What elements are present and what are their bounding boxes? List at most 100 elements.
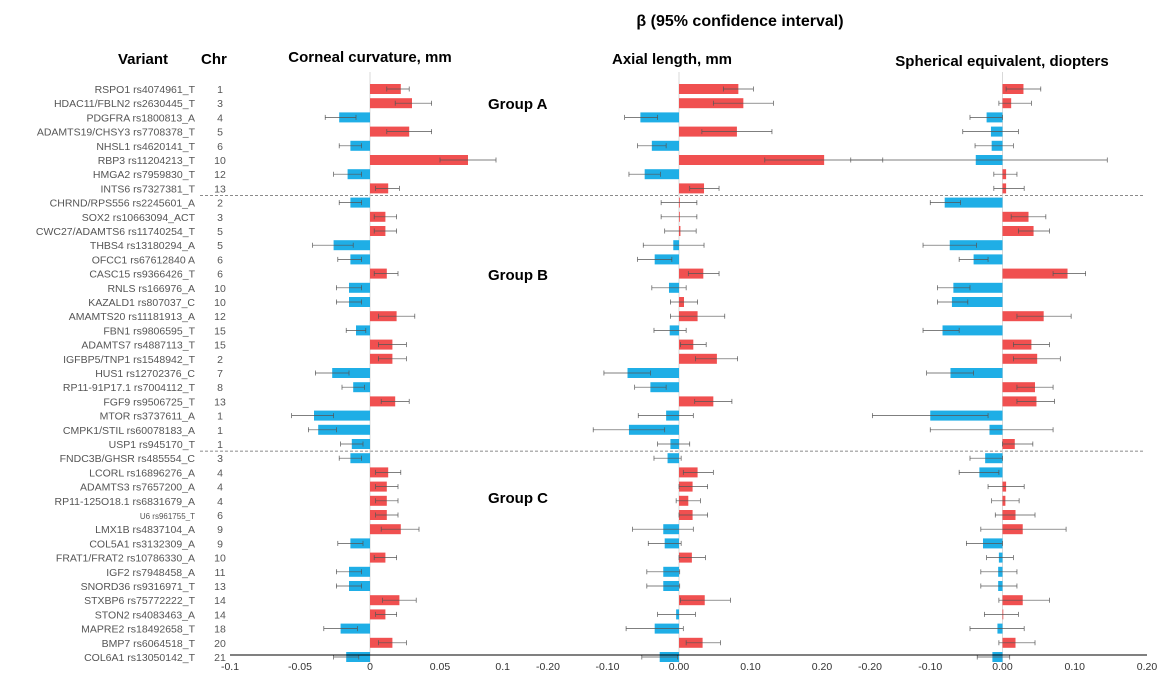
variant-label: HDAC11/FBLN2 rs2630445_T <box>54 98 196 110</box>
chr-label: 3 <box>217 453 223 465</box>
beta-bar <box>332 368 370 378</box>
chr-label: 4 <box>217 482 223 494</box>
beta-bar <box>640 112 679 123</box>
chr-label: 18 <box>214 624 226 636</box>
chr-column-header: Chr <box>201 51 227 68</box>
x-tick-label: -0.20 <box>858 661 882 673</box>
variant-label: COL6A1 rs13050142_T <box>84 652 195 664</box>
chr-label: 6 <box>217 510 223 522</box>
x-tick-label: -0.10 <box>918 661 942 673</box>
chr-label: 6 <box>217 269 223 281</box>
chr-label: 4 <box>217 467 223 479</box>
variant-label: CHRND/RPS556 rs2245601_A <box>50 198 195 210</box>
chr-label: 21 <box>214 652 226 664</box>
beta-bar <box>318 424 370 435</box>
beta-bar <box>644 169 679 180</box>
x-tick-label: -0.1 <box>221 661 239 673</box>
variant-label: HUS1 rs12702376_C <box>95 368 195 380</box>
chr-label: 14 <box>214 609 226 621</box>
variant-label: RSPO1 rs4074961_T <box>95 84 196 96</box>
variant-label: IGF2 rs7948458_A <box>106 567 195 579</box>
beta-bar <box>627 368 679 378</box>
chr-label: 2 <box>217 354 223 366</box>
variant-label: FRAT1/FRAT2 rs10786330_A <box>56 553 195 565</box>
x-tick-label: -0.20 <box>536 661 560 673</box>
x-tick-label: -0.10 <box>596 661 620 673</box>
variant-label: CWC27/ADAMTS6 rs11740254_T <box>36 226 196 238</box>
chr-label: 3 <box>217 98 223 110</box>
variant-label: LMX1B rs4837104_A <box>95 524 195 536</box>
beta-bar <box>679 155 825 165</box>
variant-label: STXBP6 rs75772222_T <box>84 595 195 607</box>
panel-title-corneal: Corneal curvature, mm <box>288 49 451 66</box>
x-tick-label: 0.00 <box>992 661 1013 673</box>
group-label-b: Group B <box>488 267 548 284</box>
chr-label: 15 <box>214 325 226 337</box>
variant-label: ADAMTS7 rs4887113_T <box>81 340 195 352</box>
variant-label: SNORD36 rs9316971_T <box>81 581 196 593</box>
chr-label: 4 <box>217 112 223 124</box>
chr-label: 12 <box>214 311 226 323</box>
x-tick-label: 0.10 <box>740 661 761 673</box>
chr-label: 2 <box>217 198 223 210</box>
variant-label: CMPK1/STIL rs60078183_A <box>63 425 195 437</box>
variant-label: RBP3 rs11204213_T <box>98 155 196 167</box>
x-tick-label: -0.05 <box>288 661 312 673</box>
variant-label: IGFBP5/TNP1 rs1548942_T <box>63 354 195 366</box>
chr-label: 3 <box>217 212 223 224</box>
chr-label: 5 <box>217 226 223 238</box>
chr-label: 5 <box>217 240 223 252</box>
beta-bar <box>679 84 739 94</box>
chr-label: 20 <box>214 638 226 650</box>
variant-label: AMAMTS20 rs11181913_A <box>69 311 195 323</box>
variant-label: RNLS rs166976_A <box>107 283 195 295</box>
x-axes: -0.1 -0.05 0 0.05 0.1 -0.20 -0.10 0.00 0.10 0.20 -… <box>221 654 1157 673</box>
panel-title-axial: Axial length, mm <box>612 51 732 68</box>
chr-label: 9 <box>217 538 223 550</box>
chr-label: 1 <box>217 425 223 437</box>
chr-label: 9 <box>217 524 223 536</box>
chr-label: 11 <box>215 567 226 579</box>
beta-bar <box>314 410 370 421</box>
variant-label: PDGFRA rs1800813_A <box>86 112 195 124</box>
beta-bar <box>953 282 1003 293</box>
chr-label: 6 <box>217 141 223 153</box>
chr-label: 15 <box>214 340 226 352</box>
variant-label: MAPRE2 rs18492658_T <box>81 624 195 636</box>
figure-title: β (95% confidence interval) <box>636 13 843 30</box>
panel-title-spherical: Spherical equivalent, diopters <box>895 53 1108 70</box>
variant-label: FGF9 rs9506725_T <box>103 396 195 408</box>
chr-label: 10 <box>214 155 226 167</box>
variant-label: CASC15 rs9366426_T <box>89 269 195 281</box>
beta-bar <box>1002 268 1068 279</box>
variant-label: MTOR rs3737611_A <box>100 411 195 423</box>
group-label-a: Group A <box>488 96 548 113</box>
chr-label: 14 <box>214 595 226 607</box>
chr-label: 8 <box>217 382 223 394</box>
group-separators <box>200 195 1144 452</box>
variant-label: COL5A1 rs3132309_A <box>89 538 195 550</box>
variant-label: OFCC1 rs67612840 A <box>92 254 195 266</box>
chr-label: 1 <box>217 84 223 96</box>
chr-label: 1 <box>217 411 223 423</box>
variant-label: U6 rs961755_T <box>140 512 195 521</box>
beta-bar <box>679 98 744 109</box>
variant-label: BMP7 rs6064518_T <box>102 638 196 650</box>
variant-label: NHSL1 rs4620141_T <box>96 141 195 153</box>
chr-label: 6 <box>217 254 223 266</box>
beta-bar <box>370 84 401 94</box>
chr-label: 12 <box>214 169 226 181</box>
x-tick-label: 0.05 <box>430 661 451 673</box>
chr-label: 13 <box>214 396 226 408</box>
chart-marks <box>291 72 1108 665</box>
variant-label: ADAMTS3 rs7657200_A <box>80 482 195 494</box>
variant-label: ADAMTS19/CHSY3 rs7708378_T <box>37 127 196 139</box>
x-tick-label: 0.20 <box>812 661 833 673</box>
variant-label: THBS4 rs13180294_A <box>90 240 195 252</box>
chr-label: 13 <box>214 183 226 195</box>
chr-label: 5 <box>217 127 223 139</box>
chr-label: 10 <box>214 283 226 295</box>
variant-label: SOX2 rs10663094_ACT <box>82 212 196 224</box>
